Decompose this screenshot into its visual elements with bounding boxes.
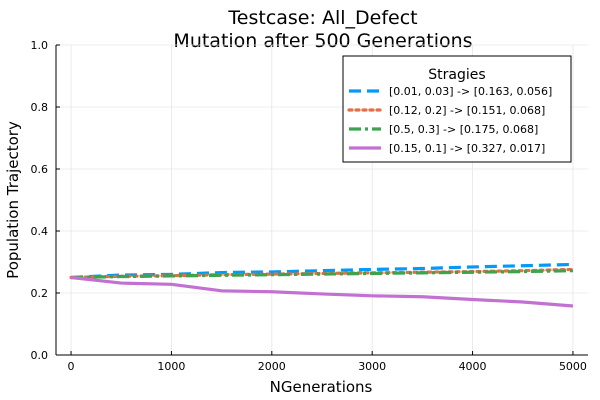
legend-items: [0.01, 0.03] -> [0.163, 0.056] [0.12, 0.2… [347,85,552,155]
y-tick-label: 1.0 [31,39,49,52]
series-line-2 [69,267,575,280]
x-ticks: 0 1000 2000 3000 4000 5000 [68,351,587,373]
x-tick-label: 3000 [358,360,386,373]
chart-title: Testcase: All_Defect [227,7,417,29]
legend-label-1: [0.01, 0.03] -> [0.163, 0.056] [389,85,552,98]
legend: Stragies [0.01, 0.03] -> [0.163, 0.056][… [342,55,572,163]
x-tick-label: 4000 [459,360,487,373]
series-line-3 [71,269,573,280]
y-tick-label: 0.4 [31,225,49,238]
x-tick-label: 5000 [559,360,587,373]
y-tick-label: 0.0 [31,349,49,362]
y-ticks: 0.0 0.2 0.4 0.6 0.8 1.0 [31,39,60,362]
y-tick-label: 0.6 [31,163,49,176]
x-tick-label: 0 [68,360,75,373]
y-tick-label: 0.8 [31,101,49,114]
legend-label-3: [0.5, 0.3] -> [0.175, 0.068] [389,123,538,136]
series-line-4 [70,275,574,308]
legend-label-4: [0.15, 0.1] -> [0.327, 0.017] [389,142,545,155]
legend-label-2: [0.12, 0.2] -> [0.151, 0.068] [389,104,545,117]
x-axis-label: NGenerations [270,378,373,396]
series-layer [69,262,575,308]
chart-subtitle: Mutation after 500 Generations [173,30,472,52]
x-tick-label: 2000 [258,360,286,373]
legend-title: Stragies [428,67,485,83]
y-axis-label: Population Trajectory [4,121,22,279]
x-tick-label: 1000 [157,360,185,373]
y-tick-label: 0.2 [31,287,49,300]
